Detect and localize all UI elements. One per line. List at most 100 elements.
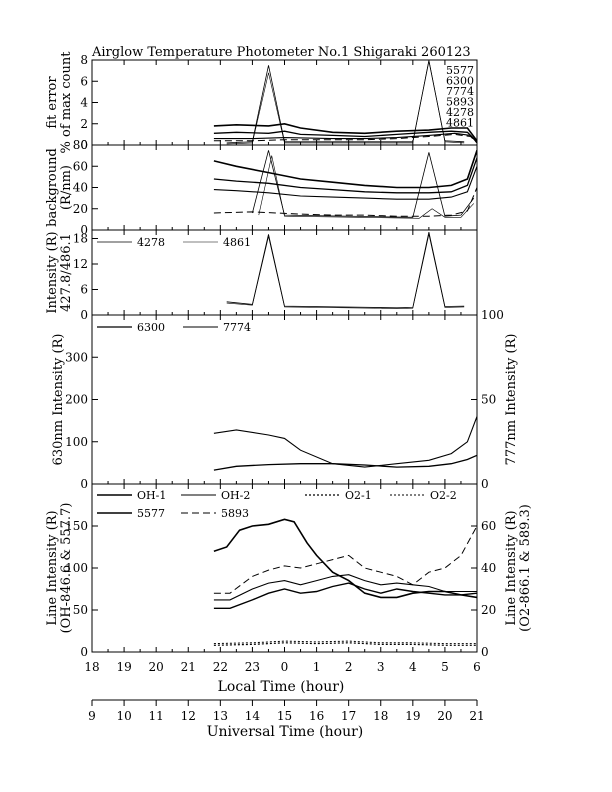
ut-tick-label: 12 [181, 709, 196, 723]
legend-label: 6300 [137, 321, 165, 334]
local-tick-label: 19 [116, 660, 131, 674]
series-5893 [213, 133, 477, 144]
panel-2: 0 20 40 60 80 background (R/nm) [45, 138, 478, 237]
series-label: 4278 [446, 106, 474, 119]
legend-label: 4861 [223, 236, 251, 249]
y-axis-right-label: (O2-866.1 & 589.3) [518, 504, 533, 632]
series-4278 [226, 232, 465, 309]
ut-tick-label: 21 [469, 709, 484, 723]
y-axis-right-label: Line Intensity (R) [504, 510, 519, 625]
local-tick-label: 1 [313, 660, 321, 674]
ut-tick-label: 15 [277, 709, 292, 723]
series-6300 [213, 454, 477, 471]
y-tick-label: 6 [80, 283, 88, 297]
ut-tick-label: 20 [437, 709, 452, 723]
y-axis-label: % of max count [59, 51, 74, 154]
y-tick-label: 0 [80, 223, 88, 237]
y-axis-label: background [45, 148, 60, 227]
y-tick-label: 50 [73, 603, 88, 617]
legend-label: 5577 [137, 507, 165, 520]
y-axis-label: Line Intensity (R) [45, 510, 60, 625]
y-axis-label: 427.8/486.1 [59, 233, 74, 312]
local-tick-label: 18 [84, 660, 99, 674]
local-tick-label: 0 [281, 660, 289, 674]
y-right-tick-label: 100 [481, 308, 504, 322]
series-label: 5577 [446, 64, 474, 77]
series-5577 [213, 122, 477, 142]
local-tick-label: 23 [245, 660, 260, 674]
y-tick-label: 0 [80, 477, 88, 491]
y-axis-label: 630nm Intensity (R) [51, 334, 66, 466]
series-group [213, 518, 477, 646]
series-label: 4861 [446, 117, 474, 130]
panel-1: 0 2 4 6 8 fit error% of max count 557763007774… [45, 51, 478, 154]
series-OH-1 [213, 582, 477, 609]
panel-3: 0 6 12 18 Intensity (R) 427.8/486.1 4278 4861 [45, 229, 478, 322]
series-5893 [213, 525, 477, 594]
series-label: 6300 [446, 75, 474, 88]
ut-tick-label: 17 [341, 709, 356, 723]
y-tick-label: 12 [73, 257, 88, 271]
panel-frame [91, 314, 478, 485]
series-5577 [213, 518, 477, 599]
y-right-tick-label: 0 [481, 645, 489, 659]
y-tick-label: 100 [65, 435, 88, 449]
series-group [213, 416, 477, 471]
y-tick-label: 6 [80, 74, 88, 88]
ut-tick-label: 16 [309, 709, 324, 723]
local-tick-label: 21 [181, 660, 196, 674]
y-tick-label: 8 [80, 53, 88, 67]
ut-tick-label: 14 [245, 709, 261, 723]
ut-axis: 9 10 11 12 13 14 15 16 17 18 19 20 21 [88, 699, 485, 723]
y-right-tick-label: 50 [481, 393, 496, 407]
local-tick-label: 6 [473, 660, 481, 674]
series-5577 [213, 150, 477, 189]
ut-tick-label: 13 [213, 709, 228, 723]
local-tick-label: 4 [409, 660, 417, 674]
y-axis-label: (OH-846.6 & 557.7) [59, 503, 74, 634]
y-right-tick-label: 40 [481, 561, 496, 575]
y-axis-right-label: 777nm Intensity (R) [504, 334, 519, 466]
y-tick-label: 18 [73, 232, 88, 246]
y-right-tick-label: 20 [481, 603, 496, 617]
y-tick-label: 2 [80, 117, 88, 131]
series-4861 [258, 155, 475, 219]
y-tick-label: 150 [65, 519, 88, 533]
series-OH-2 [213, 574, 477, 601]
y-tick-label: 0 [80, 308, 88, 322]
legend-label: 5893 [221, 507, 249, 520]
series-4861 [226, 60, 465, 145]
legend-label: OH-2 [221, 489, 250, 502]
ut-tick-label: 9 [88, 709, 96, 723]
chart-title: Airglow Temperature Photometer No.1 Shig… [91, 45, 471, 60]
y-tick-label: 20 [73, 202, 88, 216]
y-right-tick-label: 0 [481, 477, 489, 491]
y-tick-label: 300 [65, 350, 88, 364]
y-tick-label: 40 [73, 181, 88, 195]
y-right-tick-label: 60 [481, 519, 496, 533]
legend-label: O2-2 [430, 489, 457, 502]
ut-tick-label: 18 [373, 709, 388, 723]
series-group [226, 232, 465, 309]
y-axis-label: Intensity (R) [45, 231, 60, 313]
local-time-axis: 18 19 20 21 22 23 0 1 2 3 4 5 6 [84, 660, 480, 674]
series-label: 5893 [446, 96, 474, 109]
legend-label: OH-1 [137, 489, 166, 502]
y-tick-label: 0 [80, 645, 88, 659]
ut-tick-label: 10 [116, 709, 131, 723]
series-group [213, 150, 477, 219]
local-tick-label: 20 [149, 660, 164, 674]
local-tick-label: 22 [213, 660, 228, 674]
ut-tick-label: 19 [405, 709, 420, 723]
panel-frame [91, 59, 478, 146]
ut-label: Universal Time (hour) [207, 724, 364, 740]
local-tick-label: 5 [441, 660, 449, 674]
y-axis-label: (R/nm) [59, 165, 74, 210]
series-O2-2 [213, 640, 477, 645]
ut-tick-label: 11 [149, 709, 164, 723]
series-4861 [226, 234, 465, 309]
local-time-label: Local Time (hour) [218, 679, 345, 695]
legend-label: O2-1 [345, 489, 372, 502]
